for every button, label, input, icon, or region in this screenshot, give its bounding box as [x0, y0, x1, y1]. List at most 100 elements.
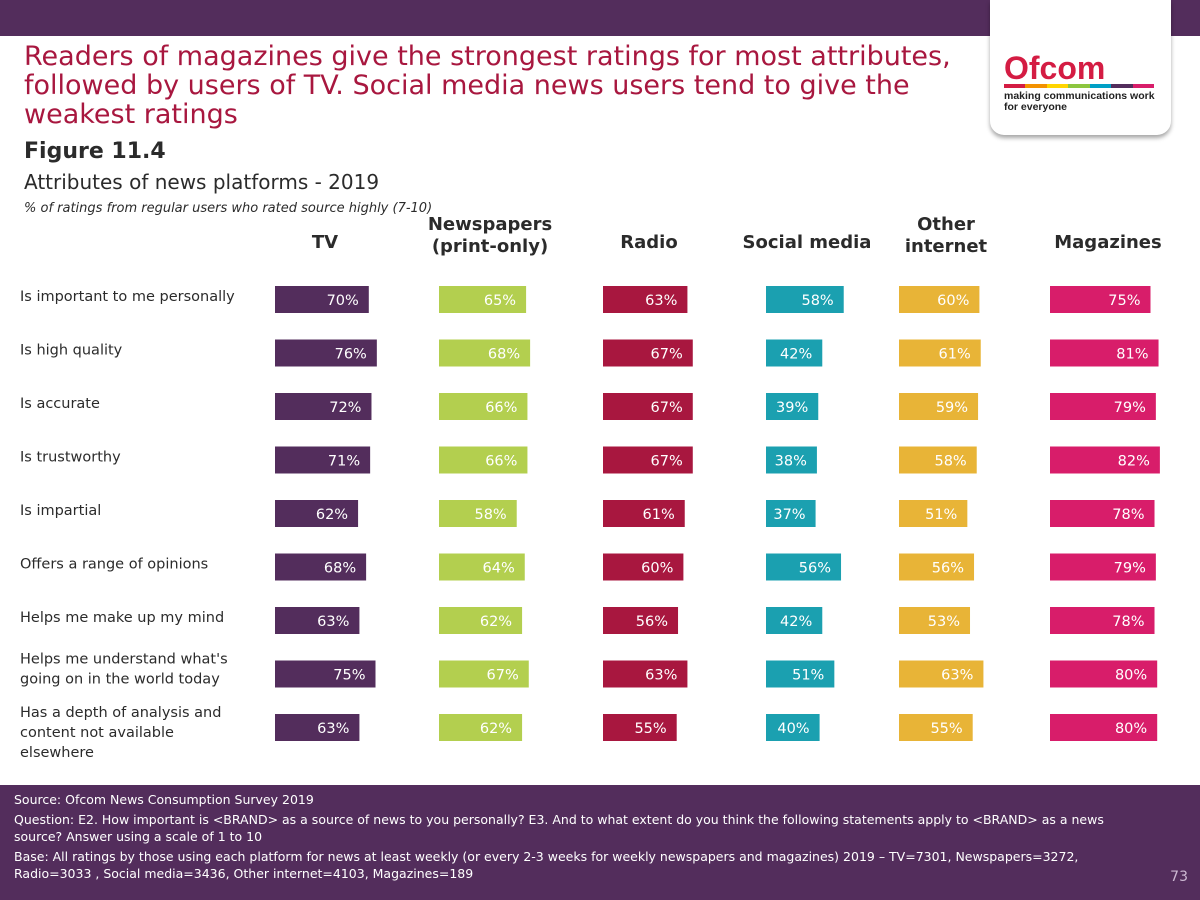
bar-2-0: [603, 286, 688, 313]
figure-number: Figure 11.4: [24, 139, 166, 164]
bar-value-label-0-6: 63%: [317, 614, 349, 630]
bar-value-label-4-8: 55%: [930, 721, 962, 737]
bar-2-8: [603, 714, 677, 741]
bar-1-1: [439, 339, 531, 367]
bar-1-0: [439, 286, 527, 313]
bar-value-label-2-3: 67%: [651, 454, 683, 470]
bar-2-2: [603, 393, 693, 420]
bar-5-1: [1050, 339, 1159, 367]
bar-0-1: [275, 339, 377, 367]
bar-4-1: [899, 339, 981, 367]
bar-3-6: [766, 607, 823, 634]
bar-value-label-1-0: 65%: [484, 293, 516, 309]
bar-value-label-0-2: 72%: [329, 400, 361, 416]
bar-value-label-4-0: 60%: [937, 293, 969, 309]
bar-0-8: [275, 714, 360, 741]
bar-value-label-5-2: 79%: [1114, 400, 1146, 416]
bar-value-label-3-7: 51%: [792, 668, 824, 684]
bar-0-3: [275, 446, 371, 474]
series-header-0: TV: [312, 232, 338, 253]
category-label-6: Helps me make up my mind: [20, 610, 224, 626]
bar-value-label-2-0: 63%: [645, 293, 677, 309]
series-header-3: Social media: [743, 232, 872, 253]
logo-tagline: making communications work for everyone: [1004, 90, 1155, 113]
attributes-bar-chart: TV Newspapers (print-only) Radio Social medi…: [20, 214, 1162, 761]
bar-value-label-3-2: 39%: [776, 400, 808, 416]
bar-1-8: [439, 714, 523, 741]
bar-2-4: [603, 500, 685, 527]
bar-4-6: [899, 607, 971, 634]
bar-value-label-2-8: 55%: [634, 721, 666, 737]
bar-value-label-0-1: 76%: [335, 347, 367, 363]
category-label-7: Helps me understand what's going on in th…: [20, 652, 228, 688]
source-note: Source: Ofcom News Consumption Survey 20…: [14, 792, 314, 807]
bar-value-label-1-2: 66%: [485, 400, 517, 416]
bar-1-4: [439, 500, 517, 527]
bar-value-label-2-2: 67%: [651, 400, 683, 416]
bar-value-label-1-3: 66%: [485, 454, 517, 470]
bar-1-6: [439, 607, 523, 634]
bar-value-label-3-5: 56%: [799, 561, 831, 577]
bar-2-6: [603, 607, 679, 634]
bar-value-label-0-5: 68%: [324, 561, 356, 577]
bar-4-7: [899, 660, 984, 688]
bar-2-7: [603, 660, 688, 688]
bar-1-7: [439, 660, 529, 688]
bar-3-5: [766, 553, 842, 581]
bar-0-2: [275, 393, 372, 420]
bar-value-label-3-1: 42%: [780, 347, 812, 363]
bar-value-label-5-1: 81%: [1116, 347, 1148, 363]
bar-2-1: [603, 339, 693, 367]
bar-5-2: [1050, 393, 1156, 420]
bar-1-5: [439, 553, 525, 581]
bar-value-label-1-6: 62%: [480, 614, 512, 630]
page-number: 73: [1170, 869, 1188, 885]
bar-3-0: [766, 286, 844, 313]
bar-value-label-3-8: 40%: [777, 721, 809, 737]
page-headline: Readers of magazines give the strongest …: [24, 41, 951, 130]
bar-value-label-2-1: 67%: [651, 347, 683, 363]
category-label-2: Is accurate: [20, 396, 100, 412]
bar-3-8: [766, 714, 820, 741]
bar-value-label-1-7: 67%: [487, 668, 519, 684]
bar-5-8: [1050, 714, 1158, 741]
bar-0-0: [275, 286, 369, 313]
bar-value-label-2-5: 60%: [641, 561, 673, 577]
bar-value-label-5-5: 79%: [1114, 561, 1146, 577]
question-note: Question: E2. How important is <BRAND> a…: [14, 812, 1104, 844]
bar-5-3: [1050, 446, 1160, 474]
bar-4-5: [899, 553, 975, 581]
bar-value-label-4-4: 51%: [925, 507, 957, 523]
bar-value-label-5-3: 82%: [1118, 454, 1150, 470]
bar-value-label-5-7: 80%: [1115, 668, 1147, 684]
chart-title: Attributes of news platforms - 2019: [24, 170, 380, 194]
bar-value-label-4-6: 53%: [928, 614, 960, 630]
bar-value-label-5-0: 75%: [1108, 293, 1140, 309]
bar-4-3: [899, 446, 977, 474]
bar-value-label-3-3: 38%: [775, 454, 807, 470]
bar-value-label-4-1: 61%: [939, 347, 971, 363]
bar-0-5: [275, 553, 367, 581]
bar-value-label-4-7: 63%: [941, 668, 973, 684]
bar-4-0: [899, 286, 980, 313]
bar-value-label-1-5: 64%: [483, 561, 515, 577]
footer-notes: Source: Ofcom News Consumption Survey 20…: [0, 785, 1200, 900]
bar-value-label-2-6: 56%: [636, 614, 668, 630]
bar-1-3: [439, 446, 528, 474]
bar-3-3: [766, 446, 817, 474]
bar-3-1: [766, 339, 823, 367]
bar-value-label-3-0: 58%: [801, 293, 833, 309]
series-header-1: Newspapers (print-only): [428, 214, 552, 257]
category-label-5: Offers a range of opinions: [20, 557, 208, 573]
bar-4-4: [899, 500, 968, 527]
bar-value-label-4-5: 56%: [932, 561, 964, 577]
category-label-1: Is high quality: [20, 343, 123, 359]
series-header-5: Magazines: [1054, 232, 1161, 253]
bar-3-4: [766, 500, 816, 527]
bar-0-4: [275, 500, 359, 527]
category-label-0: Is important to me personally: [20, 289, 235, 305]
bar-value-label-5-6: 78%: [1112, 614, 1144, 630]
bar-value-label-4-2: 59%: [936, 400, 968, 416]
bar-value-label-5-4: 78%: [1112, 507, 1144, 523]
bar-5-5: [1050, 553, 1156, 581]
